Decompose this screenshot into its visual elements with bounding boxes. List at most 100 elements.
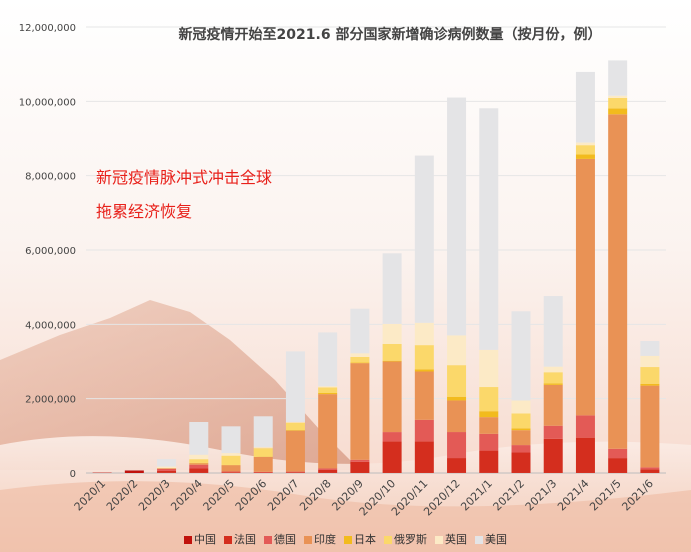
- bar-segment: [640, 367, 660, 384]
- bar-segment: [189, 422, 209, 455]
- bar-segment: [640, 341, 660, 356]
- x-tick-label: 2020/7: [265, 477, 302, 514]
- x-tick-label: 2021/2: [491, 477, 528, 514]
- bar-segment: [575, 154, 595, 159]
- bar-segment: [318, 468, 338, 470]
- x-tick-label: 2020/6: [233, 477, 270, 514]
- bar-segment: [414, 345, 434, 370]
- legend-label: 印度: [314, 533, 336, 546]
- bar-segment: [285, 351, 305, 422]
- bar-segment: [511, 445, 531, 453]
- bar-segment: [189, 459, 209, 463]
- bar-segment: [124, 470, 144, 473]
- bar-segment: [318, 386, 338, 388]
- bar-segment: [382, 432, 402, 442]
- legend-swatch: [344, 536, 352, 544]
- bar-segment: [608, 458, 628, 473]
- bar-segment: [479, 411, 499, 418]
- bar-segment: [543, 366, 563, 373]
- legend-item: 英国: [435, 531, 467, 547]
- bar-segment: [608, 95, 628, 98]
- legend-item: 日本: [344, 531, 376, 547]
- bar-segment: [575, 415, 595, 438]
- bar-segment: [253, 471, 273, 473]
- bar-segment: [608, 448, 628, 459]
- x-tick-label: 2020/3: [136, 477, 173, 514]
- x-tick-label: 2020/4: [168, 477, 205, 514]
- bar-segment: [608, 60, 628, 96]
- legend: 中国 法国 德国 印度 日本 俄罗斯 英国 美国: [0, 531, 691, 547]
- bar-segment: [640, 383, 660, 386]
- bar-segment: [640, 385, 660, 468]
- bar-segment: [640, 355, 660, 368]
- legend-label: 俄罗斯: [394, 533, 427, 546]
- legend-swatch: [475, 536, 483, 544]
- legend-swatch: [264, 536, 272, 544]
- bar-segment: [543, 384, 563, 426]
- legend-item: 中国: [184, 531, 216, 547]
- bar-segment: [479, 417, 499, 434]
- bar-segment: [285, 430, 305, 472]
- bar-segment: [511, 413, 531, 429]
- bar-segment: [447, 97, 467, 336]
- bar-segment: [253, 447, 273, 449]
- bar-segment: [318, 393, 338, 395]
- bar-segment: [221, 455, 241, 465]
- bar-segment: [350, 308, 370, 354]
- bar-segment: [640, 467, 660, 470]
- bar-segment: [350, 353, 370, 358]
- legend-swatch: [224, 536, 232, 544]
- legend-item: 法国: [224, 531, 256, 547]
- bar-segment: [221, 471, 241, 473]
- bar-segment: [253, 472, 273, 473]
- legend-label: 美国: [485, 533, 507, 546]
- bar-segment: [221, 472, 241, 473]
- bar-segment: [350, 461, 370, 473]
- bar-segment: [575, 142, 595, 146]
- bar-segment: [608, 97, 628, 109]
- y-tick-label: 2,000,000: [25, 395, 76, 406]
- bar-segment: [447, 335, 467, 366]
- x-tick-label: 2021/1: [458, 477, 495, 514]
- legend-label: 中国: [194, 533, 216, 546]
- bar-segment: [157, 466, 177, 469]
- bar-segment: [479, 108, 499, 350]
- bar-segment: [285, 422, 305, 431]
- bar-segment: [157, 470, 177, 473]
- bar-segment: [511, 311, 531, 401]
- bar-segment: [189, 464, 209, 469]
- y-tick-label: 0: [70, 469, 76, 480]
- bar-segment: [479, 450, 499, 473]
- bar-segment: [285, 471, 305, 473]
- bar-segment: [543, 438, 563, 473]
- x-tick-label: 2020/5: [201, 477, 238, 514]
- bar-segment: [447, 400, 467, 433]
- bar-segment: [608, 108, 628, 115]
- legend-item: 德国: [264, 531, 296, 547]
- x-tick-label: 2021/5: [587, 477, 624, 514]
- bar-segment: [414, 155, 434, 323]
- bar-segment: [221, 426, 241, 454]
- bar-segment: [285, 430, 305, 431]
- bar-segment: [382, 343, 402, 361]
- legend-item: 印度: [304, 531, 336, 547]
- bar-segment: [511, 400, 531, 414]
- bar-segment: [479, 387, 499, 412]
- bar-segment: [318, 394, 338, 469]
- bar-segment: [608, 114, 628, 449]
- bar-segment: [221, 453, 241, 456]
- bar-segment: [414, 322, 434, 346]
- bar-segment: [447, 396, 467, 401]
- x-tick-label: 2020/8: [297, 477, 334, 514]
- bar-segment: [318, 387, 338, 394]
- bar-segment: [318, 332, 338, 387]
- bar-segment: [447, 365, 467, 397]
- y-tick-label: 6,000,000: [25, 246, 76, 257]
- bar-segment: [350, 357, 370, 363]
- legend-label: 英国: [445, 533, 467, 546]
- legend-label: 德国: [274, 533, 296, 546]
- y-tick-label: 8,000,000: [25, 172, 76, 183]
- bar-segment: [189, 454, 209, 460]
